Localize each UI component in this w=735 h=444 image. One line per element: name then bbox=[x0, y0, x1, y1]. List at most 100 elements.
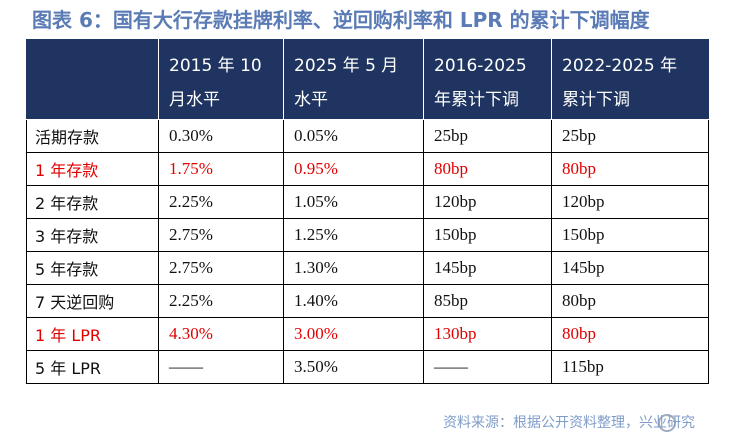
cell-value: 4.30% bbox=[169, 323, 213, 343]
value-cell: 2.75% bbox=[158, 217, 284, 252]
value-cell: 2.75% bbox=[158, 250, 284, 285]
header-line-1: 2022-2025 年 bbox=[562, 56, 678, 76]
header-line-1: 2015 年 10 bbox=[169, 56, 262, 76]
row-label-cell: 2 年存款 bbox=[26, 184, 159, 219]
value-cell: 0.05% bbox=[283, 118, 424, 153]
cell-value: 2.75% bbox=[169, 257, 213, 277]
row-label: 1 年 LPR bbox=[35, 325, 102, 345]
value-cell: 145bp bbox=[551, 250, 709, 285]
cell-value: 120bp bbox=[434, 191, 477, 211]
cell-value: 3.50% bbox=[294, 356, 338, 376]
row-label: 活期存款 bbox=[35, 127, 100, 147]
cell-value: 115bp bbox=[562, 356, 604, 376]
value-cell: 0.30% bbox=[158, 118, 284, 153]
row-label-cell: 7 天逆回购 bbox=[26, 283, 159, 318]
cell-value: 120bp bbox=[562, 191, 605, 211]
cell-value: 150bp bbox=[434, 224, 477, 244]
value-cell: 130bp bbox=[423, 316, 552, 351]
row-label-cell: 活期存款 bbox=[26, 118, 159, 153]
value-cell: 1.05% bbox=[283, 184, 424, 219]
value-cell: 120bp bbox=[551, 184, 709, 219]
row-label-cell: 5 年存款 bbox=[26, 250, 159, 285]
table-row: 5 年 LPR —— 3.50% —— 115bp bbox=[26, 349, 709, 384]
watermark-logo-icon bbox=[658, 414, 676, 432]
header-line-1: 2016-2025 bbox=[434, 56, 527, 76]
value-cell: 120bp bbox=[423, 184, 552, 219]
cell-value: 2.25% bbox=[169, 290, 213, 310]
cell-value: 80bp bbox=[562, 290, 596, 310]
value-cell: 1.30% bbox=[283, 250, 424, 285]
table-row: 7 天逆回购 2.25% 1.40% 85bp 80bp bbox=[26, 283, 709, 318]
header-line-1: 2025 年 5 月 bbox=[294, 56, 399, 76]
rate-cut-table: 2015 年 10 月水平 2025 年 5 月水平 2016-2025 年累计下调 20… bbox=[26, 39, 709, 384]
table-row: 1 年 LPR 4.30% 3.00% 130bp 80bp bbox=[26, 316, 709, 351]
cell-value: 25bp bbox=[434, 125, 468, 145]
cell-value: 1.05% bbox=[294, 191, 338, 211]
header-cell bbox=[26, 39, 159, 120]
header-cell: 2016-2025 年累计下调 bbox=[423, 39, 552, 120]
value-cell: 80bp bbox=[551, 283, 709, 318]
value-cell: 2.25% bbox=[158, 283, 284, 318]
cell-value: 80bp bbox=[434, 158, 468, 178]
row-label-cell: 1 年 LPR bbox=[26, 316, 159, 351]
value-cell: 150bp bbox=[551, 217, 709, 252]
table-header-row: 2015 年 10 月水平 2025 年 5 月水平 2016-2025 年累计下调 20… bbox=[26, 39, 709, 120]
table-row: 5 年存款 2.75% 1.30% 145bp 145bp bbox=[26, 250, 709, 285]
cell-value: 2.25% bbox=[169, 191, 213, 211]
table-row: 1 年存款 1.75% 0.95% 80bp 80bp bbox=[26, 151, 709, 186]
cell-value: 145bp bbox=[434, 257, 477, 277]
row-label: 2 年存款 bbox=[35, 193, 99, 213]
header-line-2: 水平 bbox=[294, 90, 328, 110]
value-cell: 80bp bbox=[551, 316, 709, 351]
header-line-2: 累计下调 bbox=[562, 90, 630, 110]
row-label-cell: 3 年存款 bbox=[26, 217, 159, 252]
value-cell: 80bp bbox=[551, 151, 709, 186]
row-label: 5 年存款 bbox=[35, 259, 99, 279]
cell-value: 1.75% bbox=[169, 158, 213, 178]
value-cell: 115bp bbox=[551, 349, 709, 384]
value-cell: 25bp bbox=[551, 118, 709, 153]
header-line-2: 月水平 bbox=[169, 90, 220, 110]
value-cell: 1.25% bbox=[283, 217, 424, 252]
cell-value: 0.05% bbox=[294, 125, 338, 145]
value-cell: 1.75% bbox=[158, 151, 284, 186]
cell-value: 130bp bbox=[434, 323, 477, 343]
header-cell: 2025 年 5 月水平 bbox=[283, 39, 424, 120]
value-cell: 3.00% bbox=[283, 316, 424, 351]
row-label: 5 年 LPR bbox=[35, 358, 102, 378]
table-row: 3 年存款 2.75% 1.25% 150bp 150bp bbox=[26, 217, 709, 252]
cell-value: 1.40% bbox=[294, 290, 338, 310]
cell-value: 0.95% bbox=[294, 158, 338, 178]
header-cell: 2015 年 10 月水平 bbox=[158, 39, 284, 120]
row-label-cell: 1 年存款 bbox=[26, 151, 159, 186]
value-cell: 2.25% bbox=[158, 184, 284, 219]
cell-value: 80bp bbox=[562, 323, 596, 343]
header-line-2: 年累计下调 bbox=[434, 90, 519, 110]
table-row: 2 年存款 2.25% 1.05% 120bp 120bp bbox=[26, 184, 709, 219]
row-label: 3 年存款 bbox=[35, 226, 99, 246]
cell-value: 1.30% bbox=[294, 257, 338, 277]
cell-value: 85bp bbox=[434, 290, 468, 310]
value-cell: 80bp bbox=[423, 151, 552, 186]
row-label: 7 天逆回购 bbox=[35, 292, 115, 312]
value-cell: 1.40% bbox=[283, 283, 424, 318]
value-cell: 4.30% bbox=[158, 316, 284, 351]
cell-value: —— bbox=[434, 356, 468, 376]
cell-value: 25bp bbox=[562, 125, 596, 145]
rate-table-container: 2015 年 10 月水平 2025 年 5 月水平 2016-2025 年累计下调 20… bbox=[26, 39, 709, 384]
value-cell: —— bbox=[423, 349, 552, 384]
value-cell: 25bp bbox=[423, 118, 552, 153]
row-label: 1 年存款 bbox=[35, 160, 99, 180]
value-cell: 3.50% bbox=[283, 349, 424, 384]
value-cell: 85bp bbox=[423, 283, 552, 318]
table-body: 活期存款 0.30% 0.05% 25bp 25bp 1 年存款 1.75% 0.95% 80b… bbox=[26, 118, 709, 384]
table-row: 活期存款 0.30% 0.05% 25bp 25bp bbox=[26, 118, 709, 153]
value-cell: 145bp bbox=[423, 250, 552, 285]
cell-value: 1.25% bbox=[294, 224, 338, 244]
page-title: 图表 6：国有大行存款挂牌利率、逆回购利率和 LPR 的累计下调幅度 bbox=[32, 8, 650, 32]
cell-value: —— bbox=[169, 356, 203, 376]
cell-value: 145bp bbox=[562, 257, 605, 277]
row-label-cell: 5 年 LPR bbox=[26, 349, 159, 384]
value-cell: —— bbox=[158, 349, 284, 384]
source-note: 资料来源：根据公开资料整理，兴业研究 bbox=[443, 415, 695, 431]
